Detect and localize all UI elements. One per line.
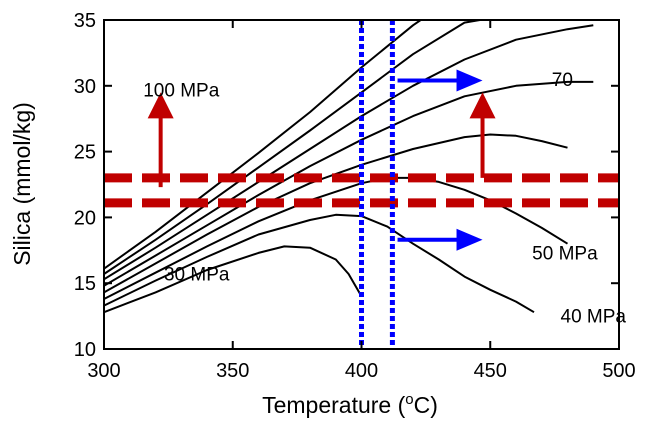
x-tick-label-400: 400 [345,360,378,382]
arrow-head [456,228,483,251]
x-axis-title-unit: C) [414,392,438,418]
x-tick-label-350: 350 [216,360,249,382]
reference-lines [104,20,619,349]
y-axis-title: Silica (mmol/kg) [9,102,35,266]
arrow-right-3 [397,69,483,92]
series-line-1 [104,245,363,314]
axis-ticks [103,19,620,350]
x-axis-title-main: Temperature ( [262,392,406,418]
x-tick-label-300: 300 [87,360,120,382]
series-line-8 [104,20,422,270]
annotation-arrows [147,69,496,251]
x-tick-label-450: 450 [474,360,507,382]
y-tick-label-10: 10 [74,339,96,361]
series-line-2 [104,213,535,314]
y-tick-label-35: 35 [74,10,96,32]
curve-label-5: 100 MPa [143,80,219,101]
arrow-right-4 [397,228,483,251]
tick-labels: 300 350 400 450 500 10 15 20 25 30 35 [74,10,636,382]
y-tick-label-20: 20 [74,207,96,229]
y-tick-label-30: 30 [74,76,96,98]
arrow-up-1 [147,92,174,188]
arrow-head [469,92,496,119]
curve-label-2: 40 MPa [561,307,627,328]
arrow-up-2 [469,92,496,178]
x-axis-title: Temperature (oC) [262,391,438,418]
arrow-head [147,92,174,119]
curve-label-1: 30 MPa [164,265,230,286]
arrow-head [456,69,483,92]
series-line-4 [104,133,568,294]
series-line-7 [104,20,481,275]
y-tick-label-15: 15 [74,273,96,295]
curve-label-4: 70 [552,70,573,91]
series-line-5 [104,80,594,287]
y-tick-label-25: 25 [74,142,96,164]
x-tick-label-500: 500 [602,360,635,382]
x-axis-title-degree: o [405,391,413,408]
curve-labels: 30 MPa 40 MPa 50 MPa 70 100 MPa [143,70,626,328]
curve-label-3: 50 MPa [532,244,598,265]
series-line-3 [104,176,569,300]
